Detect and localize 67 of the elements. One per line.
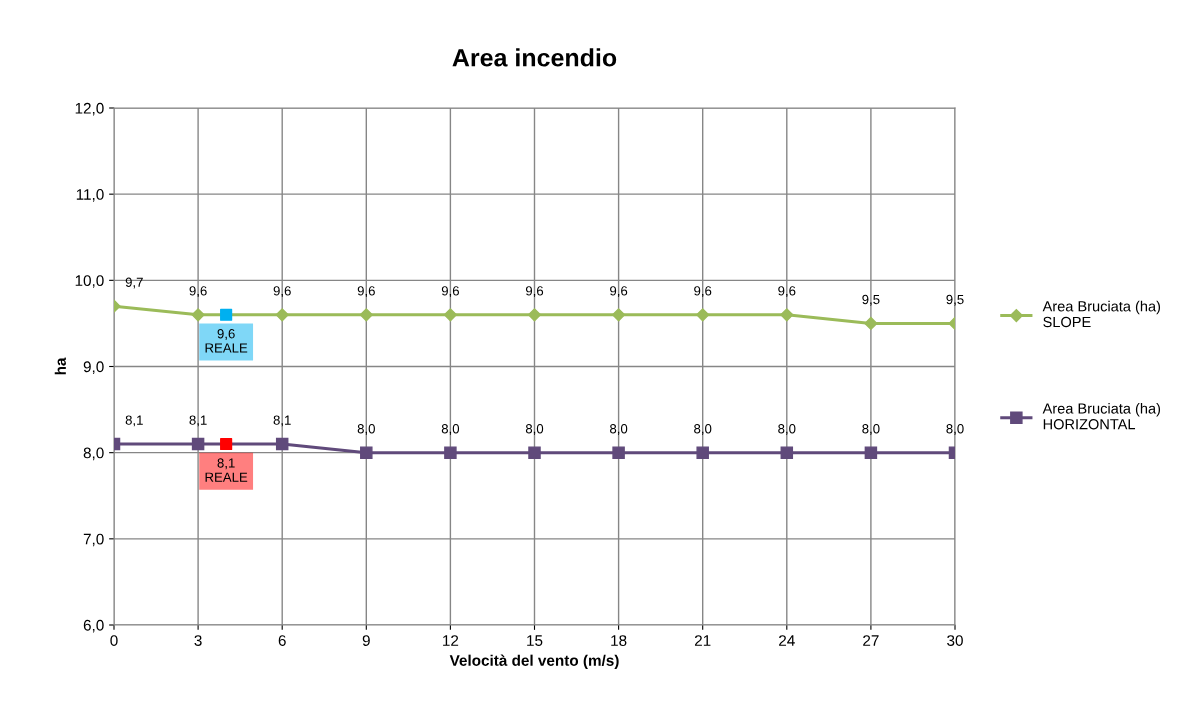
x-tick-label: 6 [278,635,286,646]
data-label: 8,0 [610,424,628,435]
point [191,437,205,451]
legend-label: Area Bruciata (ha) HORIZONTAL [1042,402,1161,430]
y-tick-label: 9,0 [83,361,104,374]
point [864,446,878,459]
point [360,446,373,459]
data-label: 8,0 [778,424,796,435]
data-label: 8,0 [946,424,964,435]
point [780,446,794,459]
data-label: 9,6 [610,286,628,298]
data-label: 9,5 [862,294,880,306]
y-tick-label: 8,0 [83,447,104,461]
data-label: 9,7 [125,277,143,289]
y-tick-label: 10,0 [75,275,104,288]
point [220,308,233,321]
point [612,446,625,459]
data-label: 8,0 [525,424,544,435]
point [275,437,289,451]
x-tick-label: 15 [527,635,543,646]
y-tick-label: 7,0 [83,533,104,547]
point [696,446,709,459]
point [527,308,542,322]
point [359,308,373,322]
x-tick-label: 30 [947,635,963,646]
point [612,308,626,322]
data-label: 8,0 [862,424,880,435]
x-tick-label: 27 [863,635,879,646]
y-axis-title: ha [54,357,66,375]
data-label: 9,6 [357,286,375,298]
data-label: 8,1 [273,415,291,427]
x-tick-label: 21 [694,635,711,646]
point [444,446,457,459]
x-tick-label: 3 [194,635,202,646]
y-tick-label: 6,0 [83,619,104,633]
x-tick-label: 9 [362,635,370,646]
data-label: 9,5 [946,294,964,306]
x-tick-label: 0 [110,635,118,646]
x-tick-label: 24 [779,635,795,646]
data-label: 8,1 REALE [205,458,248,482]
y-tick-label: 12,0 [75,102,104,116]
data-label: 9,6 [525,286,544,298]
data-label: 8,0 [357,424,375,435]
x-axis-title: Velocità del vento (m/s) [449,654,619,669]
data-label: 9,6 [441,286,459,298]
data-label: 8,1 [189,415,207,427]
point [780,308,794,322]
data-label: 9,6 REALE [205,329,248,353]
point [696,308,710,322]
point [275,308,289,322]
x-tick-label: 18 [611,635,627,646]
point [443,308,457,322]
y-tick-label: 11,0 [76,189,104,202]
legend-label: Area Bruciata (ha) SLOPE [1042,300,1161,328]
point [528,446,541,459]
data-label: 8,0 [694,424,712,435]
data-label: 8,1 [125,415,143,427]
data-label: 9,6 [189,286,207,298]
data-label: 9,6 [778,286,796,298]
point [864,316,878,331]
data-label: 8,0 [441,424,460,435]
point [191,308,205,322]
x-tick-label: 12 [443,635,459,646]
chart-title: Area incendio [452,48,617,67]
data-label: 9,6 [273,286,291,298]
point [220,437,233,451]
data-label: 9,6 [694,286,712,298]
